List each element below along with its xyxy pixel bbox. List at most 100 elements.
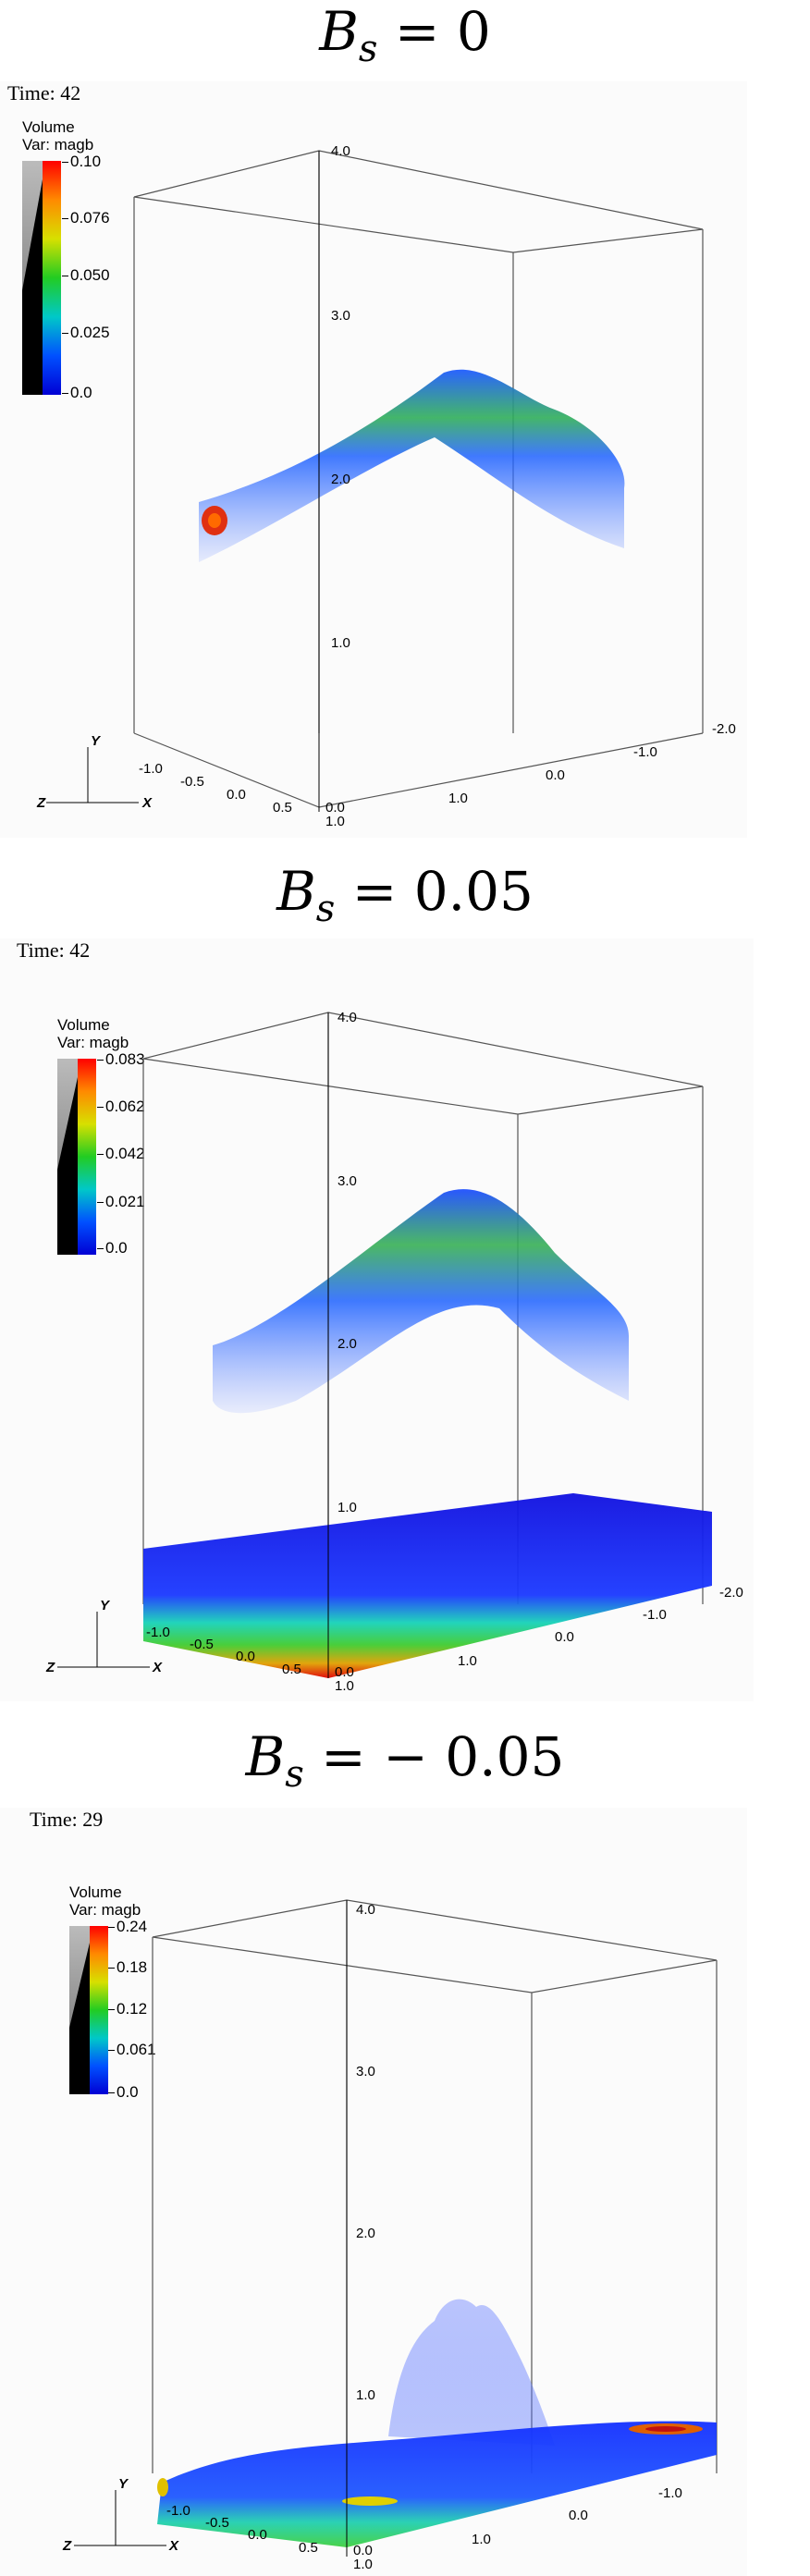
x-tick: -1.0 <box>139 761 163 777</box>
z-tick: 1.0 <box>472 2532 491 2547</box>
z-tick: 1.0 <box>458 1653 477 1669</box>
z-axis-label: Z <box>62 2538 72 2554</box>
colorbar-tick: 0.18 <box>107 1958 148 1976</box>
x-tick: 0.0 <box>248 2527 267 2543</box>
legend-line-var: Var: magb <box>57 1034 129 1051</box>
x-tick: 0.5 <box>299 2540 318 2556</box>
z-tick: -1.0 <box>633 744 657 760</box>
base-slab-volume <box>157 2421 717 2547</box>
y-tick: 2.0 <box>331 472 350 487</box>
z-tick: 0.0 <box>546 767 565 783</box>
z-tick: -2.0 <box>719 1585 743 1601</box>
visualization-panel-1: Time: 42 Volume Var: magb 0.10 0.076 0.0… <box>0 81 747 838</box>
colorbar-tick: 0.025 <box>62 324 110 341</box>
visualization-panel-3: Time: 29 Volume Var: magb 0.24 0.18 0.12… <box>0 1808 747 2576</box>
y-tick: 2.0 <box>356 2226 375 2241</box>
colorbar-tick: 0.050 <box>62 266 110 284</box>
z-tick: 0.0 <box>555 1629 574 1645</box>
opacity-ramp <box>69 1926 90 2094</box>
colorbar-tick: 0.062 <box>97 1098 145 1115</box>
x-axis-label: X <box>141 795 153 811</box>
volume-render-scene: 4.0 3.0 2.0 1.0 -1.0 -0.5 0.0 0.5 1.0 0.… <box>62 1899 718 2572</box>
title-value: = 0.05 <box>335 860 534 923</box>
corner-tick: 1.0 <box>335 1678 354 1694</box>
y-tick: 2.0 <box>338 1336 357 1352</box>
corner-tick: 1.0 <box>353 2557 373 2572</box>
x-tick: -1.0 <box>146 1625 170 1640</box>
colorbar-tick: 0.021 <box>97 1193 145 1210</box>
y-tick: 4.0 <box>338 1010 357 1025</box>
hotspot <box>157 2478 168 2496</box>
y-tick: 3.0 <box>331 308 350 324</box>
flux-rope-volume <box>213 1189 629 1414</box>
y-axis-label: Y <box>118 2476 129 2492</box>
legend-line-volume: Volume <box>57 1016 110 1034</box>
flux-rope-volume <box>199 369 625 562</box>
legend-title: Volume Var: magb <box>69 1883 141 1919</box>
x-tick: 0.0 <box>227 787 246 803</box>
colorbar-tick: 0.24 <box>107 1918 148 1935</box>
y-tick: 1.0 <box>338 1500 357 1515</box>
colorbar <box>78 1059 96 1255</box>
y-axis-label: Y <box>100 1598 111 1613</box>
x-axis-label: X <box>168 2538 179 2554</box>
title-subscript: s <box>285 1753 304 1796</box>
opacity-ramp <box>57 1059 78 1255</box>
corner-tick: 0.0 <box>335 1664 354 1680</box>
colorbar <box>90 1926 108 2094</box>
title-variable: B <box>276 860 316 923</box>
axis-triad <box>57 1612 150 1668</box>
z-tick: 0.0 <box>569 2508 588 2523</box>
volume-render-scene: 4.0 3.0 2.0 1.0 -1.0 -0.5 0.0 0.5 1.0 0.… <box>36 143 736 829</box>
colorbar-tick: 0.0 <box>108 2083 139 2101</box>
x-tick: -0.5 <box>205 2515 229 2531</box>
y-tick: 4.0 <box>331 143 350 159</box>
legend-title: Volume Var: magb <box>57 1016 129 1051</box>
time-label: Time: 42 <box>17 938 91 962</box>
title-variable: B <box>319 0 359 63</box>
legend-line-var: Var: magb <box>69 1901 141 1919</box>
hotspot <box>342 2496 398 2506</box>
volume-render-scene: 4.0 3.0 2.0 1.0 -1.0 -0.5 0.0 0.5 1.0 0.… <box>45 1010 743 1694</box>
title-value: = − 0.05 <box>303 1725 565 1788</box>
plume-volume <box>388 2299 555 2446</box>
time-label: Time: 42 <box>7 81 81 104</box>
y-axis-label: Y <box>91 733 102 749</box>
panel-3-title: Bs = − 0.05 <box>0 1725 810 1796</box>
legend-line-volume: Volume <box>22 118 75 136</box>
title-variable: B <box>245 1725 286 1788</box>
x-tick: 0.5 <box>282 1662 301 1677</box>
legend-line-volume: Volume <box>69 1883 122 1901</box>
z-tick: -1.0 <box>658 2485 682 2501</box>
z-axis-label: Z <box>45 1660 55 1675</box>
colorbar-tick: 0.083 <box>97 1050 145 1068</box>
legend-title: Volume Var: magb <box>22 118 93 153</box>
y-tick: 1.0 <box>356 2387 375 2403</box>
axis-triad <box>74 2490 166 2546</box>
colorbar-tick: 0.0 <box>62 384 92 401</box>
x-tick: 0.5 <box>273 800 292 816</box>
z-tick: 1.0 <box>448 791 468 806</box>
colorbar-tick: 0.0 <box>97 1239 128 1257</box>
corner-tick: 1.0 <box>325 814 345 829</box>
z-tick: -1.0 <box>643 1607 667 1623</box>
opacity-ramp <box>22 161 43 395</box>
x-tick: -0.5 <box>180 774 204 790</box>
x-tick: -1.0 <box>166 2503 190 2519</box>
x-tick: -0.5 <box>190 1637 214 1652</box>
y-tick: 3.0 <box>356 2064 375 2079</box>
colorbar-tick: 0.10 <box>61 153 102 170</box>
x-axis-label: X <box>152 1660 163 1675</box>
y-tick: 3.0 <box>338 1173 357 1189</box>
time-label: Time: 29 <box>30 1808 104 1831</box>
panel-2-title: Bs = 0.05 <box>0 860 810 930</box>
y-tick: 1.0 <box>331 635 350 651</box>
z-tick: -2.0 <box>712 721 736 737</box>
title-subscript: s <box>358 28 378 70</box>
x-tick: 0.0 <box>236 1649 255 1664</box>
z-axis-label: Z <box>36 795 46 811</box>
title-value: = 0 <box>377 0 491 63</box>
title-subscript: s <box>315 888 336 930</box>
colorbar-tick: 0.061 <box>108 2041 156 2058</box>
colorbar-tick: 0.042 <box>97 1145 145 1162</box>
